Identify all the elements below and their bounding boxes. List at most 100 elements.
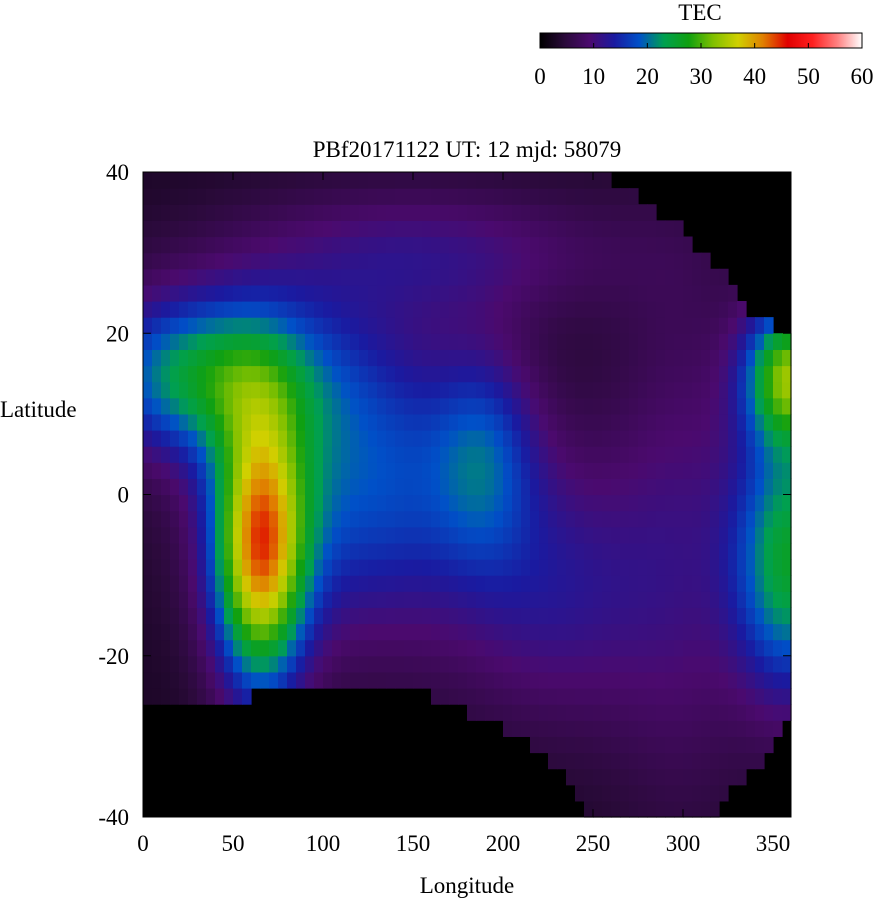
heatmap-cell — [395, 188, 405, 205]
heatmap-cell — [188, 333, 198, 350]
heatmap-cell — [602, 317, 612, 334]
heatmap-cell — [638, 268, 648, 286]
heatmap-cell — [557, 284, 567, 302]
heatmap-cell — [386, 607, 396, 625]
heatmap-cell — [557, 462, 567, 479]
heatmap-cell — [521, 559, 531, 576]
heatmap-cell — [287, 671, 297, 689]
heatmap-cell — [386, 591, 396, 608]
heatmap-cell — [386, 494, 396, 512]
heatmap-cell — [251, 430, 261, 447]
heatmap-cell — [197, 172, 207, 189]
heatmap-cell — [575, 236, 585, 254]
heatmap-cell — [701, 397, 711, 415]
heatmap-cell — [674, 462, 684, 479]
heatmap-cell — [305, 333, 315, 350]
heatmap-cell — [746, 623, 756, 641]
heatmap-cell — [242, 204, 252, 221]
heatmap-cell — [431, 365, 441, 383]
heatmap-cell — [647, 349, 657, 367]
heatmap-cell — [386, 413, 396, 431]
heatmap-cell — [593, 301, 603, 318]
heatmap-cell — [251, 381, 261, 399]
heatmap-cell — [269, 188, 279, 205]
heatmap-cell — [674, 365, 684, 383]
heatmap-cell — [530, 510, 540, 528]
heatmap-cell — [629, 704, 639, 721]
heatmap-cell — [170, 575, 180, 592]
heatmap-cell — [458, 478, 468, 496]
heatmap-cell — [692, 800, 702, 818]
heatmap-cell — [323, 591, 333, 608]
heatmap-cell — [431, 301, 441, 318]
heatmap-cell — [422, 333, 432, 350]
heatmap-cell — [611, 655, 621, 673]
heatmap-cell — [440, 349, 450, 367]
heatmap-cell — [629, 526, 639, 544]
heatmap-cell — [215, 462, 225, 479]
heatmap-cell — [404, 301, 414, 318]
heatmap-cell — [359, 607, 369, 625]
heatmap-cell — [710, 526, 720, 544]
heatmap-cell — [467, 494, 477, 512]
heatmap-cell — [449, 446, 459, 463]
heatmap-cell — [485, 510, 495, 528]
heatmap-cell — [683, 510, 693, 528]
heatmap-cell — [323, 236, 333, 254]
heatmap-cell — [242, 671, 252, 689]
heatmap-cell — [431, 688, 441, 705]
heatmap-cell — [629, 720, 639, 737]
heatmap-cell — [782, 430, 792, 447]
heatmap-cell — [638, 365, 648, 383]
heatmap-cell — [764, 333, 774, 350]
heatmap-cell — [512, 559, 522, 576]
heatmap-cell — [602, 478, 612, 496]
heatmap-cell — [665, 559, 675, 576]
heatmap-cell — [710, 768, 720, 786]
heatmap-cell — [197, 510, 207, 528]
heatmap-cell — [206, 494, 216, 512]
heatmap-cell — [170, 623, 180, 641]
heatmap-cell — [368, 591, 378, 608]
heatmap-cell — [170, 607, 180, 625]
heatmap-cell — [296, 268, 306, 286]
heatmap-cell — [629, 607, 639, 625]
heatmap-cell — [665, 462, 675, 479]
heatmap-cell — [566, 236, 576, 254]
heatmap-cell — [314, 317, 324, 334]
heatmap-cell — [521, 720, 531, 737]
heatmap-cell — [755, 365, 765, 383]
heatmap-cell — [638, 349, 648, 367]
heatmap-cell — [710, 800, 720, 818]
heatmap-cell — [485, 413, 495, 431]
heatmap-cell — [377, 607, 387, 625]
heatmap-cell — [233, 365, 243, 383]
heatmap-cell — [296, 575, 306, 592]
heatmap-cell — [449, 381, 459, 399]
heatmap-cell — [485, 333, 495, 350]
heatmap-cell — [260, 236, 270, 254]
heatmap-cell — [449, 220, 459, 238]
heatmap-cell — [314, 639, 324, 657]
heatmap-cell — [152, 510, 162, 528]
heatmap-cell — [503, 623, 513, 641]
heatmap-cell — [233, 204, 243, 221]
heatmap-cell — [602, 671, 612, 689]
heatmap-cell — [476, 317, 486, 334]
heatmap-cell — [323, 317, 333, 334]
heatmap-cell — [458, 381, 468, 399]
heatmap-cell — [341, 510, 351, 528]
heatmap-cell — [602, 220, 612, 238]
heatmap-cell — [449, 301, 459, 318]
heatmap-cell — [314, 623, 324, 641]
heatmap-cell — [386, 268, 396, 286]
heatmap-cell — [710, 736, 720, 754]
heatmap-cell — [413, 462, 423, 479]
heatmap-cell — [773, 478, 783, 496]
heatmap-cell — [296, 381, 306, 399]
heatmap-cell — [233, 591, 243, 608]
heatmap-cell — [521, 284, 531, 302]
heatmap-cell — [242, 397, 252, 415]
heatmap-cell — [746, 413, 756, 431]
heatmap-cell — [593, 188, 603, 205]
